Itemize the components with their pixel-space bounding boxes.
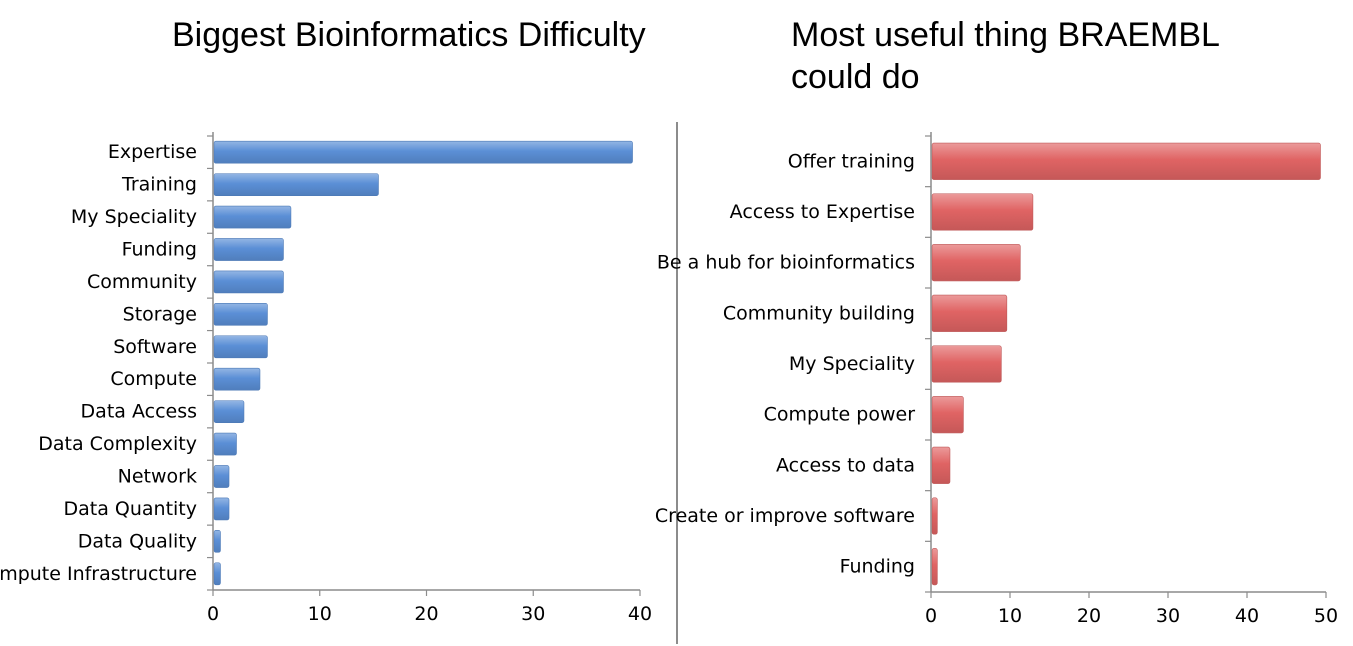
right-x-tick-label-1: 10 [998,605,1022,627]
right-category-label-6: Access to data [776,454,915,476]
left-bar-0 [213,140,633,164]
left-bar-5 [213,303,268,326]
left-x-tick-label-0: 0 [207,603,219,625]
left-bar-8 [213,400,245,423]
left-bar-1 [213,173,379,196]
left-category-label-3: Funding [122,239,197,261]
left-category-label-2: My Speciality [71,206,197,228]
right-category-label-3: Community building [723,302,915,324]
left-bar-10 [213,465,230,488]
left-category-label-7: Compute [110,368,197,390]
right-category-label-7: Create or improve software [655,505,915,527]
left-bar-4 [213,270,284,294]
left-category-label-11: Data Quantity [63,498,197,520]
right-bar-5 [931,396,964,434]
left-x-tick-label-3: 30 [521,603,545,625]
right-x-tick-label-3: 30 [1156,605,1180,627]
right-category-label-1: Access to Expertise [730,201,915,223]
right-category-label-4: My Speciality [789,353,915,375]
left-bar-12 [213,530,221,553]
right-bar-1 [931,193,1034,231]
left-category-label-1: Training [121,174,197,196]
left-category-label-6: Software [113,336,197,358]
left-bar-6 [213,335,268,359]
right-x-tick-label-0: 0 [925,605,937,627]
left-category-label-12: Data Quality [78,530,197,552]
left-category-label-4: Community [87,271,197,293]
chart-title-right: Most useful thing BRAEMBL could do [791,16,1220,96]
left-bar-13 [213,562,221,586]
right-bar-4 [931,345,1002,383]
right-category-label-8: Funding [840,556,915,578]
left-bar-3 [213,238,284,261]
chart-divider [676,122,678,644]
left-x-tick-label-1: 10 [308,603,332,625]
left-x-tick-label-4: 40 [628,603,652,625]
right-x-tick-label-4: 40 [1235,605,1259,627]
right-bar-2 [931,244,1021,282]
right-bar-3 [931,294,1008,332]
left-bar-7 [213,367,261,391]
left-category-label-10: Network [118,466,197,488]
left-category-label-13: Compute Infrastructure [0,563,197,585]
right-x-tick-label-5: 50 [1314,605,1338,627]
right-bar-8 [931,548,938,586]
left-category-label-5: Storage [123,303,197,325]
left-category-label-8: Data Access [81,401,197,423]
right-bar-6 [931,446,951,484]
left-x-tick-label-2: 20 [414,603,438,625]
right-x-tick-label-2: 20 [1077,605,1101,627]
right-bar-7 [931,497,938,535]
chart-title-left: Biggest Bioinformatics Difficulty [172,16,646,54]
right-bar-0 [931,142,1321,180]
right-category-label-0: Offer training [788,150,915,172]
right-category-label-2: Be a hub for bioinformatics [657,252,915,274]
left-category-label-9: Data Complexity [38,433,197,455]
left-bar-2 [213,205,292,229]
left-bar-11 [213,497,230,521]
right-category-label-5: Compute power [764,404,916,426]
left-category-label-0: Expertise [108,141,197,163]
left-bar-9 [213,432,237,456]
